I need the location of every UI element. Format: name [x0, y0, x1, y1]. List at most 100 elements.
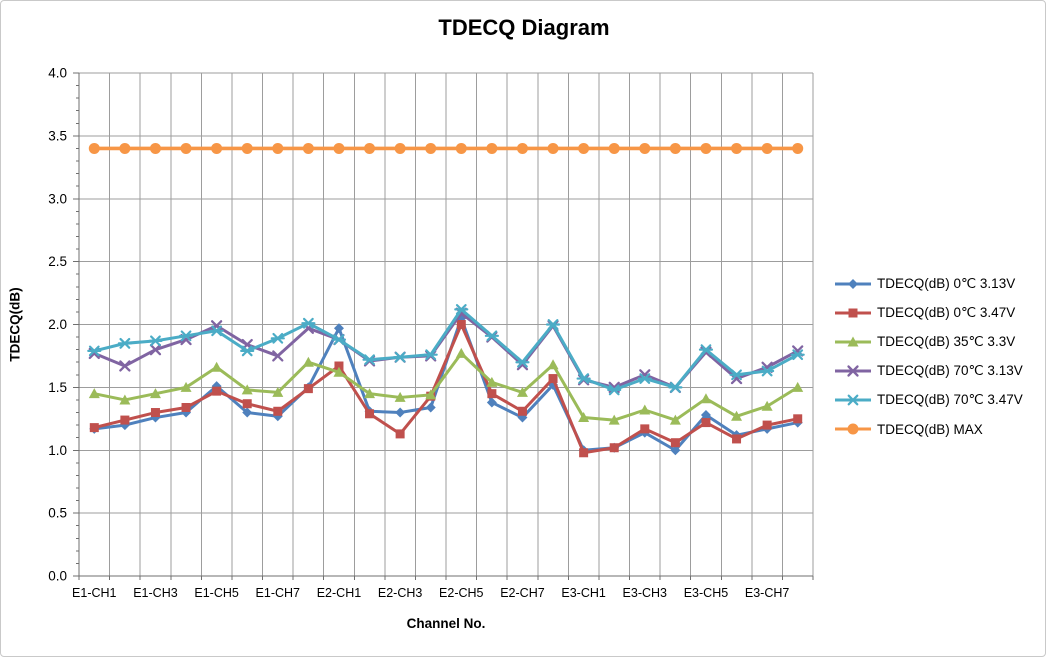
- data-point-triangle: [516, 386, 528, 397]
- legend-marker-star: [845, 394, 861, 406]
- data-point-square: [212, 386, 222, 396]
- data-point-circle: [211, 142, 223, 154]
- data-point-circle: [669, 142, 681, 154]
- data-point-triangle: [700, 393, 712, 404]
- legend-label: TDECQ(dB) 35℃ 3.3V: [877, 334, 1016, 349]
- data-point-circle: [792, 142, 804, 154]
- data-point-square: [242, 399, 252, 409]
- data-point-triangle: [792, 381, 804, 392]
- data-point-square: [701, 418, 711, 428]
- data-point-circle: [608, 142, 620, 154]
- legend-marker-circle: [847, 423, 859, 435]
- data-point-square: [365, 409, 375, 419]
- data-point-circle: [241, 142, 253, 154]
- data-point-circle: [578, 142, 590, 154]
- data-point-square: [303, 384, 313, 394]
- legend-swatch-triangle-icon: [835, 336, 871, 347]
- data-point-triangle: [425, 389, 437, 400]
- y-tick-label: 1.5: [48, 380, 67, 395]
- data-point-star: [698, 344, 714, 356]
- data-point-triangle: [455, 347, 467, 358]
- data-point-square: [273, 406, 283, 416]
- data-point-triangle: [578, 412, 590, 423]
- data-point-triangle: [639, 404, 651, 415]
- data-point-diamond: [670, 445, 681, 456]
- x-axis-title: Channel No.: [406, 616, 486, 631]
- legend-item-3: TDECQ(dB) 70℃ 3.13V: [834, 360, 1023, 382]
- data-point-square: [579, 448, 589, 458]
- data-point-circle: [272, 142, 284, 154]
- chart-title: TDECQ Diagram: [438, 15, 610, 40]
- legend-swatch-x-icon: [835, 365, 871, 377]
- data-point-star: [484, 330, 499, 342]
- y-tick-label: 3.5: [48, 128, 67, 143]
- data-point-square: [609, 443, 619, 453]
- series-line-1: [92, 323, 800, 455]
- series-1: [89, 320, 803, 458]
- data-point-diamond: [700, 410, 711, 421]
- data-point-star: [515, 356, 530, 368]
- data-point-diamond: [425, 402, 436, 413]
- data-point-star: [362, 354, 377, 366]
- data-point-triangle: [88, 388, 100, 399]
- x-tick-label: E1-CH7: [256, 586, 301, 600]
- y-tick-label: 1.0: [48, 443, 67, 458]
- data-point-square: [181, 402, 191, 412]
- data-point-triangle: [333, 366, 345, 377]
- data-point-star: [87, 345, 102, 357]
- data-point-star: [454, 304, 469, 315]
- data-point-circle: [149, 142, 161, 154]
- data-point-square: [548, 374, 558, 384]
- x-tick-label: E1-CH1: [72, 586, 117, 600]
- data-point-circle: [639, 142, 651, 154]
- data-point-circle: [425, 142, 437, 154]
- data-point-star: [790, 349, 805, 361]
- data-point-star: [607, 384, 622, 396]
- x-tick-labels: E1-CH1 E1-CH3 E1-CH5 E1-CH7 E2-CH1 E2-CH3 E2-C…: [72, 586, 789, 600]
- legend-item-2: TDECQ(dB) 35℃ 3.3V: [834, 331, 1023, 353]
- data-point-star: [117, 337, 132, 349]
- legend-marker-square: [848, 308, 858, 318]
- legend-item-5: TDECQ(dB) MAX: [834, 418, 1023, 440]
- data-point-triangle: [394, 391, 406, 402]
- data-point-square: [334, 361, 344, 371]
- data-point-circle: [180, 142, 192, 154]
- data-point-triangle: [364, 388, 376, 399]
- data-point-triangle: [486, 376, 498, 387]
- data-point-star: [301, 317, 316, 329]
- data-point-triangle: [211, 361, 223, 372]
- data-point-triangle: [119, 394, 131, 405]
- data-point-star: [178, 330, 194, 342]
- x-tick-label: E1-CH3: [133, 586, 178, 600]
- data-point-square: [762, 420, 772, 430]
- legend-swatch-diamond-icon: [835, 279, 871, 289]
- legend-item-1: TDECQ(dB) 0℃ 3.47V: [834, 302, 1023, 324]
- data-point-circle: [455, 142, 467, 154]
- y-tick-labels: 0.0 0.5 1.0 1.5 2.0 2.5 3.0 3.5 4.0: [48, 66, 67, 584]
- x-tick-label: E1-CH5: [194, 586, 239, 600]
- data-point-star: [270, 332, 285, 344]
- series-line-2: [92, 351, 800, 422]
- data-point-square: [120, 415, 130, 425]
- data-point-circle: [731, 142, 743, 154]
- data-point-diamond: [486, 397, 497, 408]
- axis-ticks: [73, 72, 814, 580]
- data-point-circle: [547, 142, 559, 154]
- data-point-star: [209, 325, 224, 337]
- data-point-triangle: [241, 384, 253, 395]
- series-5: [88, 142, 804, 154]
- data-point-triangle: [669, 414, 681, 425]
- data-point-star: [760, 365, 775, 377]
- data-point-circle: [88, 142, 100, 154]
- data-point-diamond: [333, 323, 344, 334]
- data-point-square: [395, 429, 405, 439]
- data-point-triangle: [272, 386, 284, 397]
- y-tick-label: 3.0: [48, 191, 67, 206]
- legend-swatch-star-icon: [835, 394, 871, 406]
- y-tick-label: 2.0: [48, 317, 67, 332]
- legend-marker-x: [847, 365, 859, 377]
- legend-marker-diamond: [848, 279, 858, 289]
- data-point-square: [487, 389, 497, 399]
- legend-label: TDECQ(dB) 70℃ 3.13V: [877, 363, 1023, 378]
